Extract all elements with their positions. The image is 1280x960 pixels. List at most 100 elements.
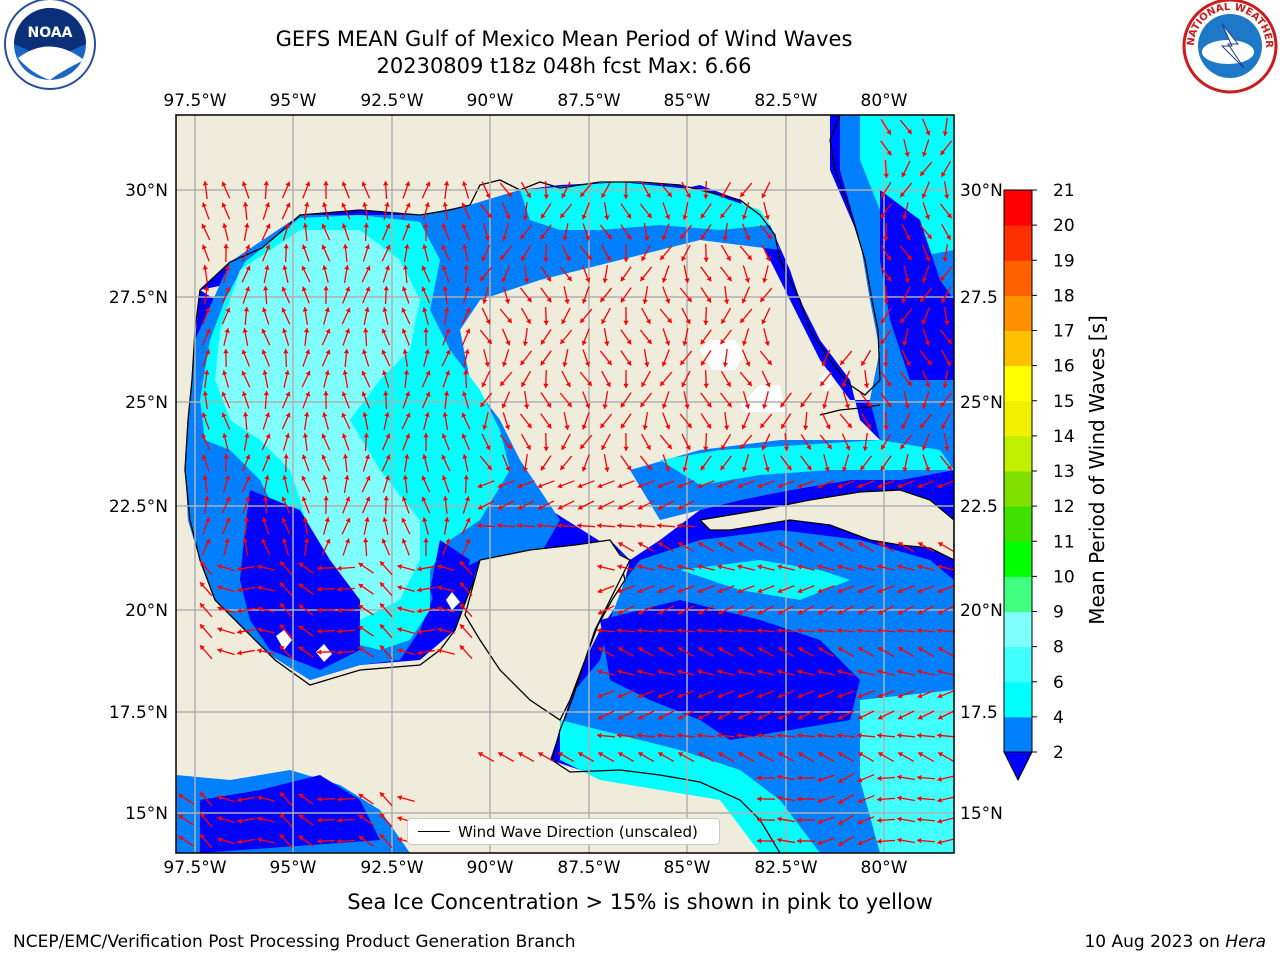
direction-arrowhead — [345, 496, 351, 502]
direction-arrowhead — [265, 433, 271, 439]
direction-arrowhead — [697, 609, 703, 615]
direction-arrowhead — [421, 496, 427, 502]
direction-arrowhead — [863, 383, 870, 388]
direction-arrowhead — [677, 627, 682, 634]
direction-arrowhead — [581, 424, 587, 430]
lon-label: 95°W — [270, 858, 317, 878]
direction-arrowhead — [422, 244, 428, 250]
colorbar-tick-label: 10 — [1053, 567, 1075, 587]
direction-arrowhead — [883, 236, 889, 241]
direction-arrowhead — [717, 588, 723, 594]
direction-arrowhead — [462, 181, 468, 187]
direction-arrowhead — [363, 328, 369, 333]
direction-arrowhead — [257, 627, 262, 633]
direction-arrowhead — [265, 223, 271, 229]
direction-arrowhead — [897, 669, 902, 675]
direction-arrowhead — [637, 522, 642, 529]
direction-arrowhead — [880, 213, 886, 219]
direction-arrowhead — [401, 286, 407, 292]
direction-arrowhead — [857, 564, 862, 570]
direction-arrowhead — [737, 714, 743, 720]
direction-arrowhead — [566, 402, 572, 407]
direction-arrowhead — [465, 307, 471, 313]
direction-arrowhead — [437, 627, 443, 633]
direction-arrowhead — [587, 380, 592, 386]
direction-arrowhead — [201, 223, 207, 229]
direction-arrowhead — [857, 819, 863, 825]
direction-arrowhead — [617, 732, 622, 739]
direction-arrowhead — [820, 380, 826, 386]
direction-arrowhead — [902, 341, 908, 346]
direction-arrowhead — [797, 564, 802, 570]
direction-arrowhead — [279, 792, 285, 798]
direction-arrowhead — [601, 192, 607, 198]
direction-arrowhead — [883, 362, 889, 367]
direction-arrowhead — [380, 792, 385, 798]
direction-arrowhead — [623, 257, 629, 262]
direction-arrowhead — [425, 391, 431, 397]
direction-arrowhead — [442, 286, 449, 291]
direction-arrowhead — [358, 835, 364, 841]
direction-arrowhead — [423, 433, 429, 438]
direction-arrowhead — [758, 752, 764, 757]
direction-arrowhead — [677, 504, 683, 510]
direction-arrowhead — [901, 424, 907, 430]
direction-arrowhead — [461, 412, 467, 418]
direction-arrowhead — [205, 517, 211, 523]
direction-arrowhead — [817, 588, 823, 594]
direction-arrowhead — [946, 213, 952, 219]
colorbar-tick-label: 19 — [1053, 251, 1075, 271]
lat-label: 17.5°N — [109, 703, 168, 723]
direction-arrowhead — [201, 202, 207, 208]
direction-arrowhead — [441, 475, 447, 481]
direction-arrowhead — [877, 817, 882, 823]
direction-arrowhead — [697, 693, 703, 699]
direction-arrowhead — [317, 649, 322, 655]
direction-arrowhead — [817, 564, 822, 570]
direction-arrowhead — [445, 349, 451, 355]
colorbar-segment — [1004, 365, 1032, 402]
direction-arrowhead — [202, 391, 209, 396]
direction-arrowhead — [217, 795, 223, 801]
direction-arrowhead — [944, 446, 950, 451]
direction-arrowhead — [323, 286, 329, 291]
direction-arrowhead — [760, 422, 766, 428]
direction-arrowhead — [637, 669, 642, 675]
direction-arrowhead — [486, 338, 492, 344]
direction-arrowhead — [384, 202, 390, 207]
direction-arrowhead — [723, 425, 730, 430]
direction-arrowhead — [281, 517, 287, 523]
direction-arrowhead — [837, 483, 843, 489]
direction-arrowhead — [437, 585, 443, 591]
direction-arrowhead — [924, 214, 931, 220]
direction-arrowhead — [500, 380, 505, 386]
direction-arrowhead — [200, 582, 205, 588]
direction-arrowhead — [380, 834, 385, 840]
direction-arrowhead — [422, 517, 428, 523]
direction-arrowhead — [620, 402, 626, 408]
direction-arrowhead — [463, 265, 469, 270]
direction-arrowhead — [706, 402, 712, 408]
direction-arrowhead — [837, 714, 843, 720]
direction-arrowhead — [485, 193, 491, 199]
direction-arrowhead — [838, 841, 844, 846]
direction-arrowhead — [677, 564, 682, 570]
direction-arrowhead — [298, 646, 304, 652]
direction-arrowhead — [741, 298, 747, 304]
direction-arrowhead — [485, 445, 491, 451]
direction-arrowhead — [657, 669, 662, 675]
direction-arrowhead — [477, 504, 483, 510]
direction-arrowhead — [382, 370, 388, 376]
direction-arrowhead — [345, 286, 351, 292]
direction-arrowhead — [397, 837, 403, 843]
direction-arrowhead — [383, 391, 389, 396]
direction-arrowhead — [217, 585, 223, 591]
direction-arrowhead — [905, 235, 911, 241]
direction-arrowhead — [298, 604, 304, 610]
direction-arrowhead — [465, 328, 471, 334]
direction-arrowhead — [737, 627, 742, 634]
direction-arrowhead — [261, 307, 268, 313]
direction-arrowhead — [744, 277, 750, 283]
direction-arrowhead — [726, 381, 731, 387]
direction-arrowhead — [737, 732, 742, 739]
